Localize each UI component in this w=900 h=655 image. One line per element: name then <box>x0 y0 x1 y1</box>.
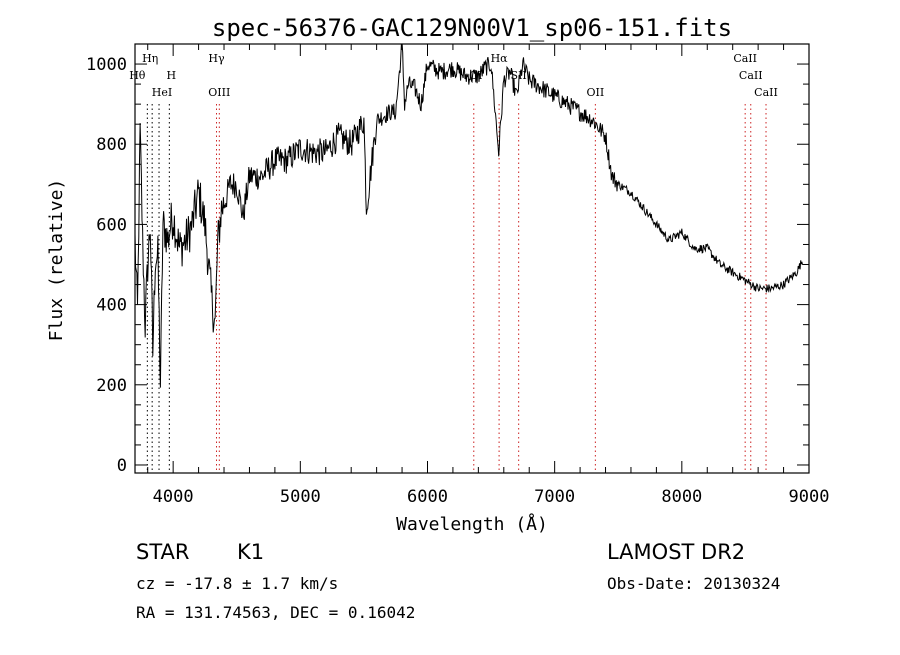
x-tick-label: 6000 <box>407 487 448 507</box>
coordinates: RA = 131.74563, DEC = 0.16042 <box>136 603 416 622</box>
y-tick-label: 800 <box>96 135 127 155</box>
spectral-line-label: Hγ <box>208 52 225 65</box>
spectral-line-label: Hθ <box>129 69 146 82</box>
spectral-line-label: H <box>167 69 177 82</box>
y-tick-label: 1000 <box>86 55 127 75</box>
x-tick-label: 5000 <box>280 487 321 507</box>
x-axis-label: Wavelength (Å) <box>396 513 548 535</box>
y-tick-label: 400 <box>96 296 127 316</box>
x-tick-label: 8000 <box>661 487 702 507</box>
flux-series <box>134 43 804 388</box>
survey-name: LAMOST DR2 <box>607 540 746 564</box>
obs-date: Obs-Date: 20130324 <box>607 574 781 593</box>
flux-line <box>134 43 804 388</box>
spectral-line-label: Hα <box>491 52 509 65</box>
x-tick-label: 9000 <box>789 487 830 507</box>
spectral-line-label: Hη <box>142 52 158 65</box>
spectral-line-label: HeI <box>152 86 172 99</box>
y-axis-label: Flux (relative) <box>46 179 67 342</box>
x-tick-label: 7000 <box>534 487 575 507</box>
spectral-line-label: OII <box>586 86 604 99</box>
x-tick-label: 4000 <box>153 487 194 507</box>
redshift-text: cz = -17.8 ± 1.7 km/s <box>136 574 339 593</box>
spectral-line-label: CaII <box>733 52 757 65</box>
spectral-line-label: OIII <box>208 86 230 99</box>
spectral-line-label: CaII <box>739 69 763 82</box>
axis-ticks: 4000 5000 6000 7000 8000 9000 0 200 400 600 800 100… <box>86 44 829 507</box>
object-class: STAR <box>136 540 190 564</box>
y-tick-label: 600 <box>96 215 127 235</box>
object-subclass: K1 <box>237 540 265 564</box>
chart-title: spec-56376-GAC129N00V1_sp06-151.fits <box>212 14 732 42</box>
y-tick-label: 200 <box>96 376 127 396</box>
spectral-line-label: CaII <box>754 86 778 99</box>
plot-frame <box>134 43 810 474</box>
y-tick-label: 0 <box>117 456 127 476</box>
